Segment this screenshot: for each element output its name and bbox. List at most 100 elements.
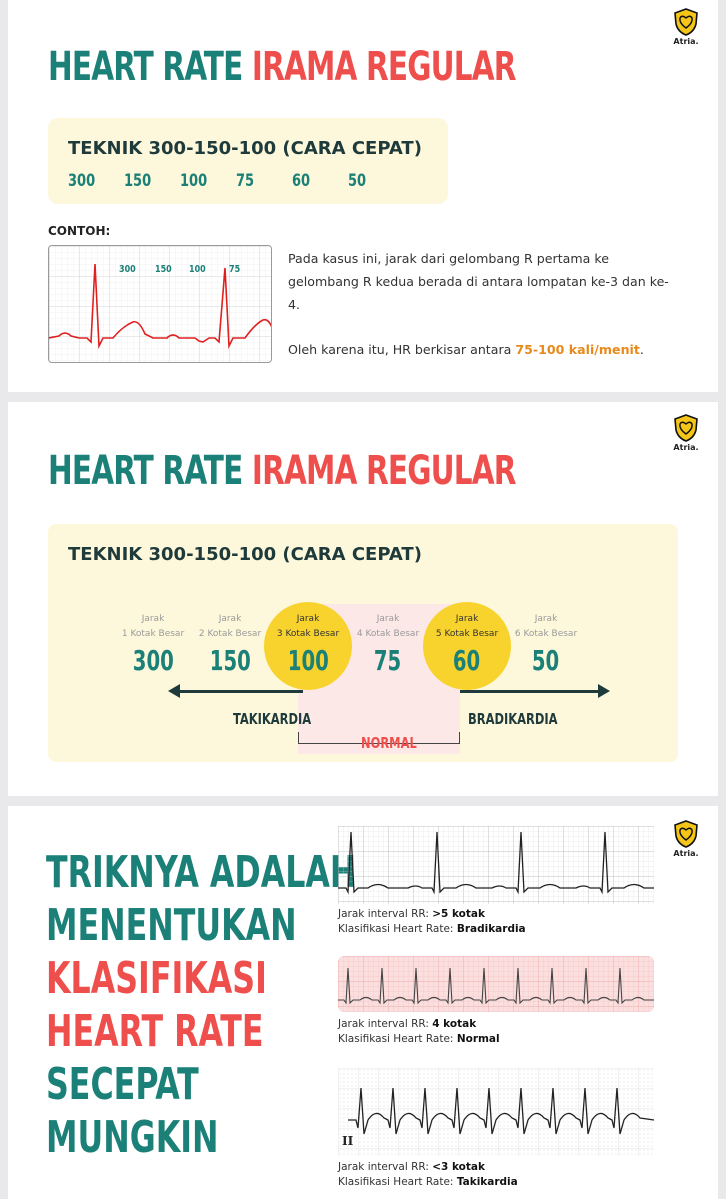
column-150: Jarak 2 Kotak Besar 150 [190,612,270,677]
normal-label: NORMAL [361,734,417,752]
class-value: Takikardia [456,1176,518,1188]
jarak-label: Jarak [534,614,558,624]
page-title: HEART RATE IRAMA REGULAR [48,44,517,90]
technique-numbers: 300 150 100 75 60 50 [68,171,404,191]
rr-label: Jarak interval RR: [338,1018,433,1030]
class-label: Klasifikasi Heart Rate: [338,1033,457,1045]
slide-3: Atria. TRIKNYA ADALAH MENENTUKAN KLASIFI… [8,806,718,1199]
heading-line-6: MUNGKIN [46,1112,219,1163]
number-300: 300 [68,171,96,191]
ecg-trace-image [338,956,654,1012]
heading-line-1: TRIKNYA ADALAH [46,847,357,898]
technique-heading: TEKNIK 300-150-100 (CARA CEPAT) [68,138,422,159]
conclusion-highlight: 75-100 kali/menit [515,342,640,357]
bradikardia-label: BRADIKARDIA [468,710,558,728]
shield-heart-icon [674,820,698,848]
number-60: 60 [292,171,311,191]
conclusion-suffix: . [639,342,644,357]
kotak-label: 3 Kotak Besar [276,629,340,639]
explanation-paragraph: Pada kasus ini, jarak dari gelombang R p… [288,251,669,312]
highlight-circle-60 [423,602,511,690]
heading-line-3: KLASIFIKASI [46,953,267,1004]
technique-heading: TEKNIK 300-150-100 (CARA CEPAT) [68,544,422,565]
number-50: 50 [348,171,367,191]
ecg-strip-bradikardia [338,826,654,904]
ecg-label-100: 100 [189,264,206,275]
highlight-circle-100 [264,602,352,690]
rr-label: Jarak interval RR: [338,1161,433,1173]
lead-label: II [342,1134,354,1148]
rate-value: 100 [287,644,329,677]
column-100: Jarak 3 Kotak Besar 100 [268,612,348,677]
rate-value: 300 [132,644,174,677]
title-part-1: HEART RATE [48,44,243,90]
title-part-2: IRAMA REGULAR [251,44,517,90]
caption-takikardia: Jarak interval RR: <3 kotak Klasifikasi … [338,1160,668,1190]
jarak-label: Jarak [218,614,242,624]
shield-heart-icon [674,414,698,442]
logo-text: Atria. [673,37,699,46]
kotak-label: 4 Kotak Besar [356,629,420,639]
column-60: Jarak 5 Kotak Besar 60 [427,612,507,677]
rr-value: <3 kotak [432,1161,485,1173]
ecg-trace-image [338,1068,654,1156]
left-arrow-head [168,684,180,698]
heading-line-4: HEART RATE [46,1006,264,1057]
ecg-label-75: 75 [229,264,241,275]
conclusion-paragraph: Oleh karena itu, HR berkisar antara 75-1… [288,338,678,361]
page-title: HEART RATE IRAMA REGULAR [48,448,517,494]
column-75: Jarak 4 Kotak Besar 75 [348,612,428,677]
atria-logo: Atria. [668,414,704,452]
number-75: 75 [236,171,255,191]
kotak-label: 2 Kotak Besar [198,629,262,639]
jarak-label: Jarak [141,614,165,624]
right-arrow-line [460,690,600,693]
rr-label: Jarak interval RR: [338,908,433,920]
class-label: Klasifikasi Heart Rate: [338,923,457,935]
heading-line-2: MENENTUKAN [46,900,297,951]
heading-line-5: SECEPAT [46,1059,199,1110]
number-150: 150 [124,171,152,191]
atria-logo: Atria. [668,820,704,858]
atria-logo: Atria. [668,8,704,46]
ecg-label-300: 300 [119,264,136,275]
kotak-label: 6 Kotak Besar [514,629,578,639]
rr-value: >5 kotak [432,908,485,920]
technique-diagram: TEKNIK 300-150-100 (CARA CEPAT) Jarak 1 … [48,524,678,762]
title-part-1: HEART RATE [48,448,243,494]
jarak-label: Jarak [376,614,400,624]
example-label: CONTOH: [48,224,111,238]
rate-value: 60 [453,644,481,677]
ecg-label-150: 150 [155,264,172,275]
ecg-strip-normal [338,956,654,1012]
title-part-2: IRAMA REGULAR [251,448,517,494]
rate-value: 150 [209,644,251,677]
conclusion-prefix: Oleh karena itu, HR berkisar antara [288,342,512,357]
class-label: Klasifikasi Heart Rate: [338,1176,457,1188]
logo-text: Atria. [673,849,699,858]
class-value: Normal [456,1033,500,1045]
ecg-strip-takikardia: II [338,1068,654,1156]
class-value: Bradikardia [456,923,526,935]
ecg-trace-image [49,246,271,362]
rate-value: 50 [532,644,560,677]
normal-bracket [298,732,460,744]
rate-value: 75 [374,644,402,677]
logo-text: Atria. [673,443,699,452]
right-arrow-head [598,684,610,698]
slide-1: Atria. HEART RATE IRAMA REGULAR TEKNIK 3… [8,0,718,392]
left-arrow-line [178,690,303,693]
column-300: Jarak 1 Kotak Besar 300 [113,612,193,677]
slide-2: Atria. HEART RATE IRAMA REGULAR TEKNIK 3… [8,402,718,796]
jarak-label: Jarak [455,614,479,624]
column-50: Jarak 6 Kotak Besar 50 [506,612,586,677]
number-100: 100 [180,171,208,191]
technique-box: TEKNIK 300-150-100 (CARA CEPAT) 300 150 … [48,118,448,204]
ecg-example-strip: 300 150 100 75 [48,245,272,363]
shield-heart-icon [674,8,698,36]
caption-bradikardia: Jarak interval RR: >5 kotak Klasifikasi … [338,907,668,937]
rr-value: 4 kotak [432,1018,477,1030]
caption-normal: Jarak interval RR: 4 kotak Klasifikasi H… [338,1017,668,1047]
ecg-trace-image [338,826,654,904]
kotak-label: 1 Kotak Besar [121,629,185,639]
